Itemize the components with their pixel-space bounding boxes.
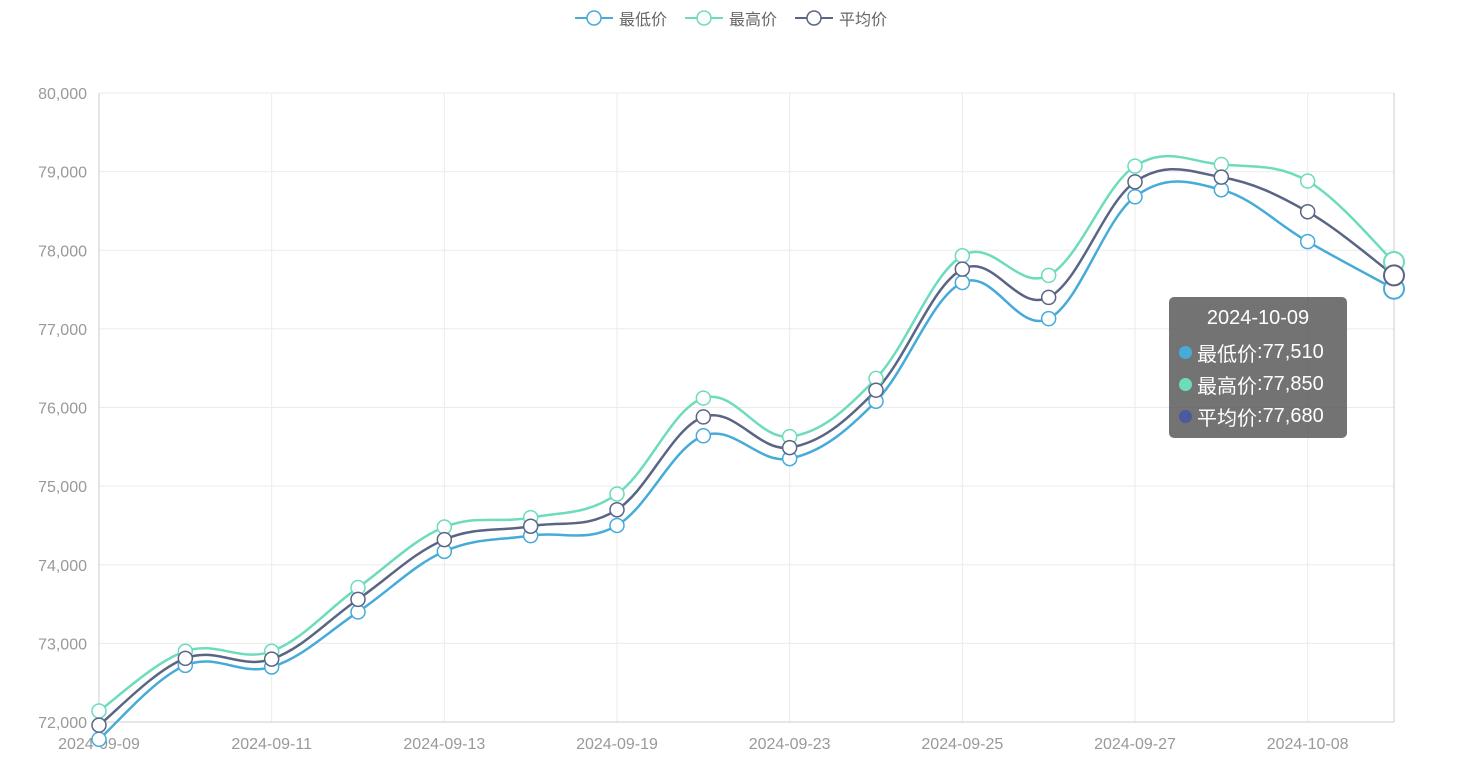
legend-label: 最高价 [728, 12, 777, 29]
series-line-max [98, 154, 1395, 713]
data-point [91, 717, 107, 733]
y-tick-label: 75,000 [38, 479, 87, 496]
tooltip-row-label: 最低价 [1197, 343, 1257, 366]
series-dot-icon [1179, 345, 1192, 359]
data-point [1127, 158, 1143, 174]
legend-item-max[interactable]: 最高价 [684, 6, 777, 30]
series-lines [98, 154, 1395, 741]
y-tick-label: 72,000 [38, 715, 87, 732]
y-tick-label: 77,000 [38, 322, 87, 339]
data-point [954, 274, 971, 291]
legend-marker-icon [574, 10, 613, 26]
x-tick-label: 2024-09-23 [749, 736, 831, 753]
data-point [1127, 189, 1143, 205]
grid-lines [98, 92, 1394, 723]
series-dot-icon [1179, 377, 1192, 391]
data-point [781, 439, 798, 456]
x-tick-label: 2024-09-27 [1094, 736, 1176, 753]
data-point [91, 703, 107, 719]
tooltip-row: 最高价: 77,850 [1179, 368, 1347, 400]
legend-label: 最低价 [618, 12, 667, 29]
data-point [609, 517, 625, 534]
data-point [522, 518, 539, 534]
data-point [1299, 203, 1316, 220]
legend-label: 平均价 [839, 12, 888, 29]
data-point [1127, 174, 1143, 190]
data-point [695, 390, 712, 406]
tooltip-row-label: 最高价 [1197, 375, 1257, 398]
legend: 最低价 最高价 平均价 [0, 6, 1462, 30]
series-line-avg [98, 168, 1395, 727]
data-point [91, 731, 107, 748]
series-points [91, 156, 1405, 748]
x-tick-label: 2024-09-13 [403, 736, 485, 753]
tooltip-row-label: 平均价 [1197, 407, 1257, 430]
data-point [1299, 173, 1316, 189]
tooltip-row: 平均价: 77,680 [1179, 400, 1347, 432]
data-point [954, 248, 971, 264]
y-tick-label: 78,000 [38, 243, 87, 260]
tooltip-title: 2024-10-09 [1206, 307, 1310, 329]
tooltip-row-value: 77,510 [1262, 340, 1324, 363]
data-point [609, 486, 625, 502]
data-point [436, 531, 453, 548]
tooltip-row: 最低价: 77,510 [1179, 336, 1347, 368]
data-point [1383, 264, 1405, 287]
y-tick-label: 79,000 [38, 165, 87, 182]
legend-marker-icon [684, 10, 723, 26]
tooltip-row-value: 77,680 [1262, 404, 1324, 427]
data-point [954, 261, 971, 277]
axes: 72,000 73,000 74,000 75,000 76,000 77,000 78,0… [38, 86, 1395, 753]
series-line-min [98, 180, 1395, 741]
y-tick-label: 80,000 [38, 86, 87, 103]
x-tick-label: 2024-09-25 [921, 736, 1003, 753]
data-point [1213, 169, 1230, 185]
data-point [868, 382, 884, 398]
data-point [609, 501, 625, 518]
y-tick-label: 73,000 [38, 636, 87, 653]
y-tick-label: 76,000 [38, 401, 87, 418]
y-tick-label: 74,000 [38, 558, 87, 575]
data-point [263, 651, 280, 667]
tooltip: 2024-10-09 最低价: 77,510 最高价: 77,850 平均价: … [1169, 297, 1347, 438]
data-point [695, 428, 712, 444]
x-tick-label: 2024-09-11 [231, 736, 312, 753]
series-dot-icon [1179, 409, 1192, 423]
data-point [1040, 267, 1057, 284]
x-tick-label: 2024-10-08 [1267, 736, 1349, 753]
tooltip-row-value: 77,850 [1262, 372, 1324, 395]
data-point [695, 409, 712, 425]
data-point [350, 591, 366, 608]
data-point [1040, 289, 1057, 306]
legend-item-min[interactable]: 最低价 [574, 6, 667, 30]
data-point [177, 650, 194, 667]
data-point [1299, 233, 1316, 250]
data-point [1040, 310, 1057, 327]
legend-item-avg[interactable]: 平均价 [795, 6, 887, 30]
x-tick-label: 2024-09-19 [576, 736, 658, 753]
legend-marker-icon [795, 10, 833, 26]
